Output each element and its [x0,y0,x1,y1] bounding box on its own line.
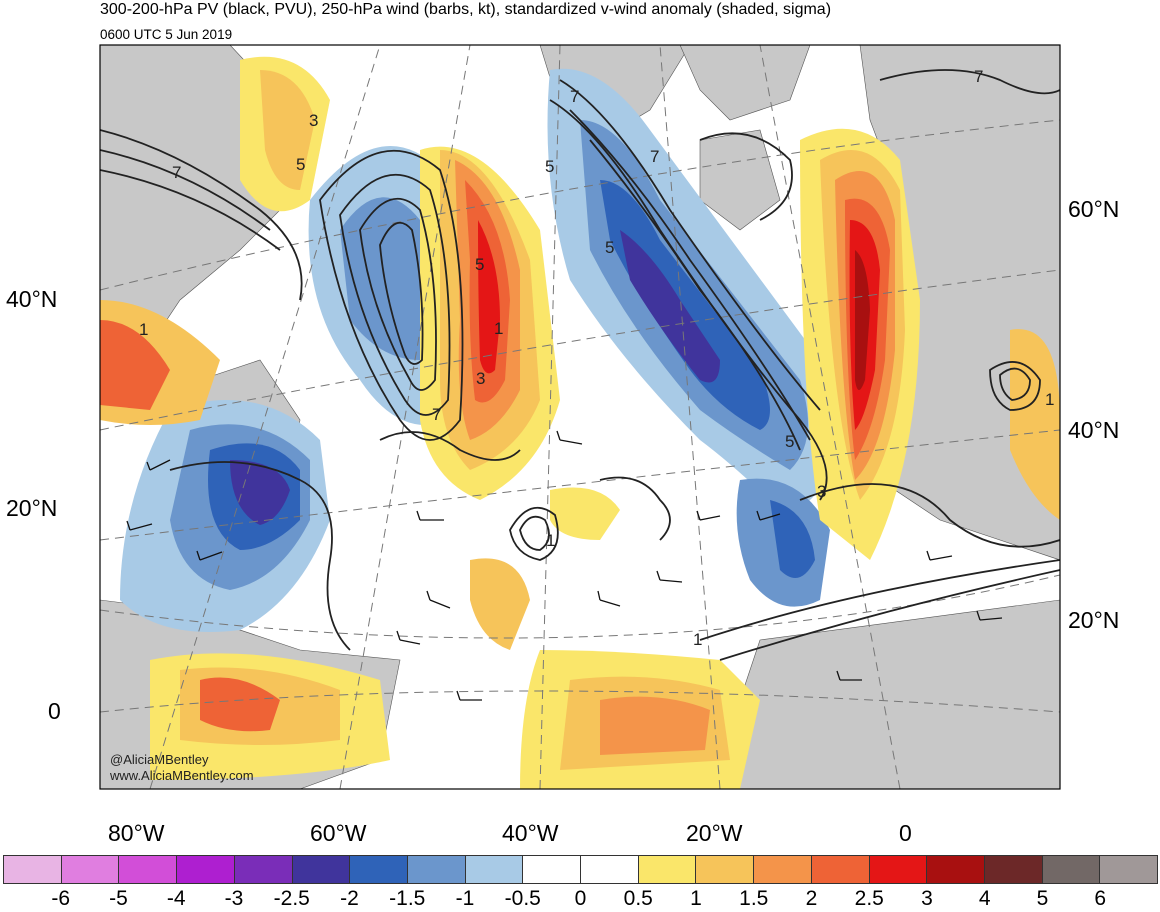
colorbar-swatch [811,856,870,883]
contour-label: 1 [139,320,148,339]
positive-anomaly-shading [100,56,1060,789]
colorbar [3,855,1158,884]
colorbar-swatch [1042,856,1101,883]
colorbar-tick-label: 0.5 [623,887,653,910]
negative-anomaly-shading [120,68,838,632]
lat-label-left: 20°N [6,495,58,521]
contour-label: 3 [817,482,826,501]
contour-label: 5 [545,157,554,176]
lon-label: 40°W [502,820,559,846]
colorbar-swatch [407,856,466,883]
colorbar-swatch [927,856,985,883]
credit-handle: @AliciaMBentley [110,752,209,767]
contour-label: 3 [309,111,318,130]
lat-label-right: 60°N [1068,196,1120,222]
lon-label: 80°W [108,820,165,846]
colorbar-swatch [292,856,351,883]
map-frame [99,44,1061,790]
colorbar-tick-label: 1.5 [739,887,769,910]
colorbar-tick-label: -2 [340,887,359,910]
contour-label: 5 [785,432,794,451]
lon-label: 60°W [310,820,367,846]
colorbar-swatch [234,856,293,883]
lat-label-right: 40°N [1068,417,1120,443]
colorbar-tick-label: -1 [455,887,475,910]
colorbar-swatch [119,856,178,883]
colorbar-tick-label: 6 [1094,887,1107,910]
colorbar-tick-label: 3 [921,887,933,910]
colorbar-swatch [869,856,928,883]
colorbar-swatch [754,856,812,883]
colorbar-tick-label: 2.5 [854,887,884,910]
contour-label: 1 [494,319,503,338]
colorbar-tick-label: 5 [1036,887,1049,910]
colorbar-swatch [465,856,524,883]
contour-label: 5 [296,155,305,174]
contour-label: 5 [605,238,614,257]
map-title: 300-200-hPa PV (black, PVU), 250-hPa win… [100,1,832,18]
colorbar-swatch [1100,856,1158,883]
lat-label-left: 40°N [6,286,58,312]
colorbar-tick-label: -6 [51,887,71,910]
pv-contours [100,69,1060,661]
credit-url: www.AliciaMBentley.com [110,768,254,783]
colorbar-swatch [350,856,408,883]
colorbar-tick-label: -5 [109,887,128,910]
colorbar-tick-label: -3 [224,887,244,910]
lon-label: 20°W [686,820,743,846]
lat-label-left: 0 [48,698,61,724]
colorbar-swatch [61,856,120,883]
contour-label: 7 [432,405,441,424]
contour-label: 3 [476,369,485,388]
colorbar-tick-label: -4 [166,887,186,910]
colorbar-swatch [177,856,235,883]
colorbar-tick-label: 0 [574,887,587,910]
contour-label: 7 [570,87,579,106]
colorbar-swatch [581,856,639,883]
colorbar-swatch [696,856,755,883]
contour-label: 1 [693,630,702,649]
contour-label: 5 [475,255,484,274]
wind-barbs [126,430,1003,701]
contour-label: 7 [650,147,659,166]
colorbar-swatch [638,856,697,883]
lon-label: 0 [899,820,912,846]
colorbar-tick-label: -1.5 [389,887,426,910]
lat-label-right: 20°N [1068,607,1120,633]
colorbar-swatch [4,856,62,883]
contour-label: 7 [974,67,983,86]
colorbar-tick-label: -0.5 [504,887,541,910]
map-valid-time: 0600 UTC 5 Jun 2019 [100,27,233,42]
contour-label: 1 [1045,390,1054,409]
colorbar-tick-label: 1 [690,887,702,910]
colorbar-swatch [523,856,582,883]
contour-label: 7 [172,163,181,182]
colorbar-tick-label: 2 [805,887,818,910]
colorbar-tick-label: -2.5 [273,887,310,910]
colorbar-tick-label: 4 [978,887,991,910]
graticule [100,45,1060,789]
contour-labels: 7 3 5 7 5 7 7 5 1 3 5 1 7 5 3 1 1 1 [139,67,1054,649]
contour-label: 1 [546,531,555,550]
colorbar-swatch [984,856,1043,883]
